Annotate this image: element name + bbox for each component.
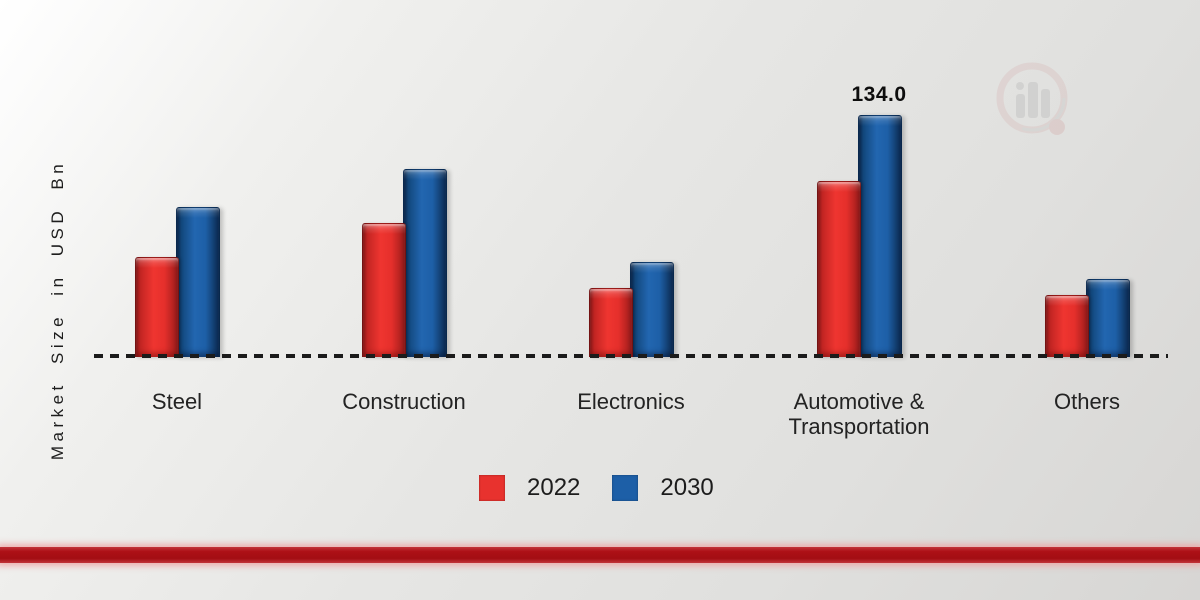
bar-others-2022	[1045, 295, 1089, 357]
data-label-134.0: 134.0	[851, 83, 907, 106]
legend-item-2022: 2022	[479, 474, 580, 502]
legend-swatch-2030-icon	[612, 475, 639, 501]
category-label-steel: Steel	[151, 389, 203, 414]
bottom-red-band	[0, 547, 1200, 563]
bar-construction-2030	[403, 169, 447, 357]
bar-others-2030	[1086, 279, 1130, 357]
legend-label-2030: 2030	[660, 474, 714, 501]
legend-item-2030: 2030	[612, 474, 714, 502]
bar-electronics-2022	[589, 288, 633, 357]
bar-steel-2030	[176, 207, 220, 357]
category-label-construction: Construction	[342, 389, 466, 414]
bar-electronics-2030	[630, 262, 674, 357]
category-label-electronics: Electronics	[577, 389, 685, 414]
legend-label-2022: 2022	[527, 474, 581, 501]
category-label-automotive-transportation: Automotive & Transportation	[788, 389, 930, 439]
legend-swatch-2022-icon	[479, 475, 505, 501]
bar-automotive-transportation-2022	[817, 181, 861, 357]
legend: 2022 2030	[479, 474, 714, 502]
bar-construction-2022	[362, 223, 406, 357]
category-label-others: Others	[1053, 389, 1121, 414]
bar-automotive-transportation-2030	[858, 115, 902, 357]
x-axis-baseline	[94, 354, 1168, 358]
magnifier-bar-chart-logo-icon	[996, 62, 1068, 135]
bar-steel-2022	[135, 257, 179, 357]
